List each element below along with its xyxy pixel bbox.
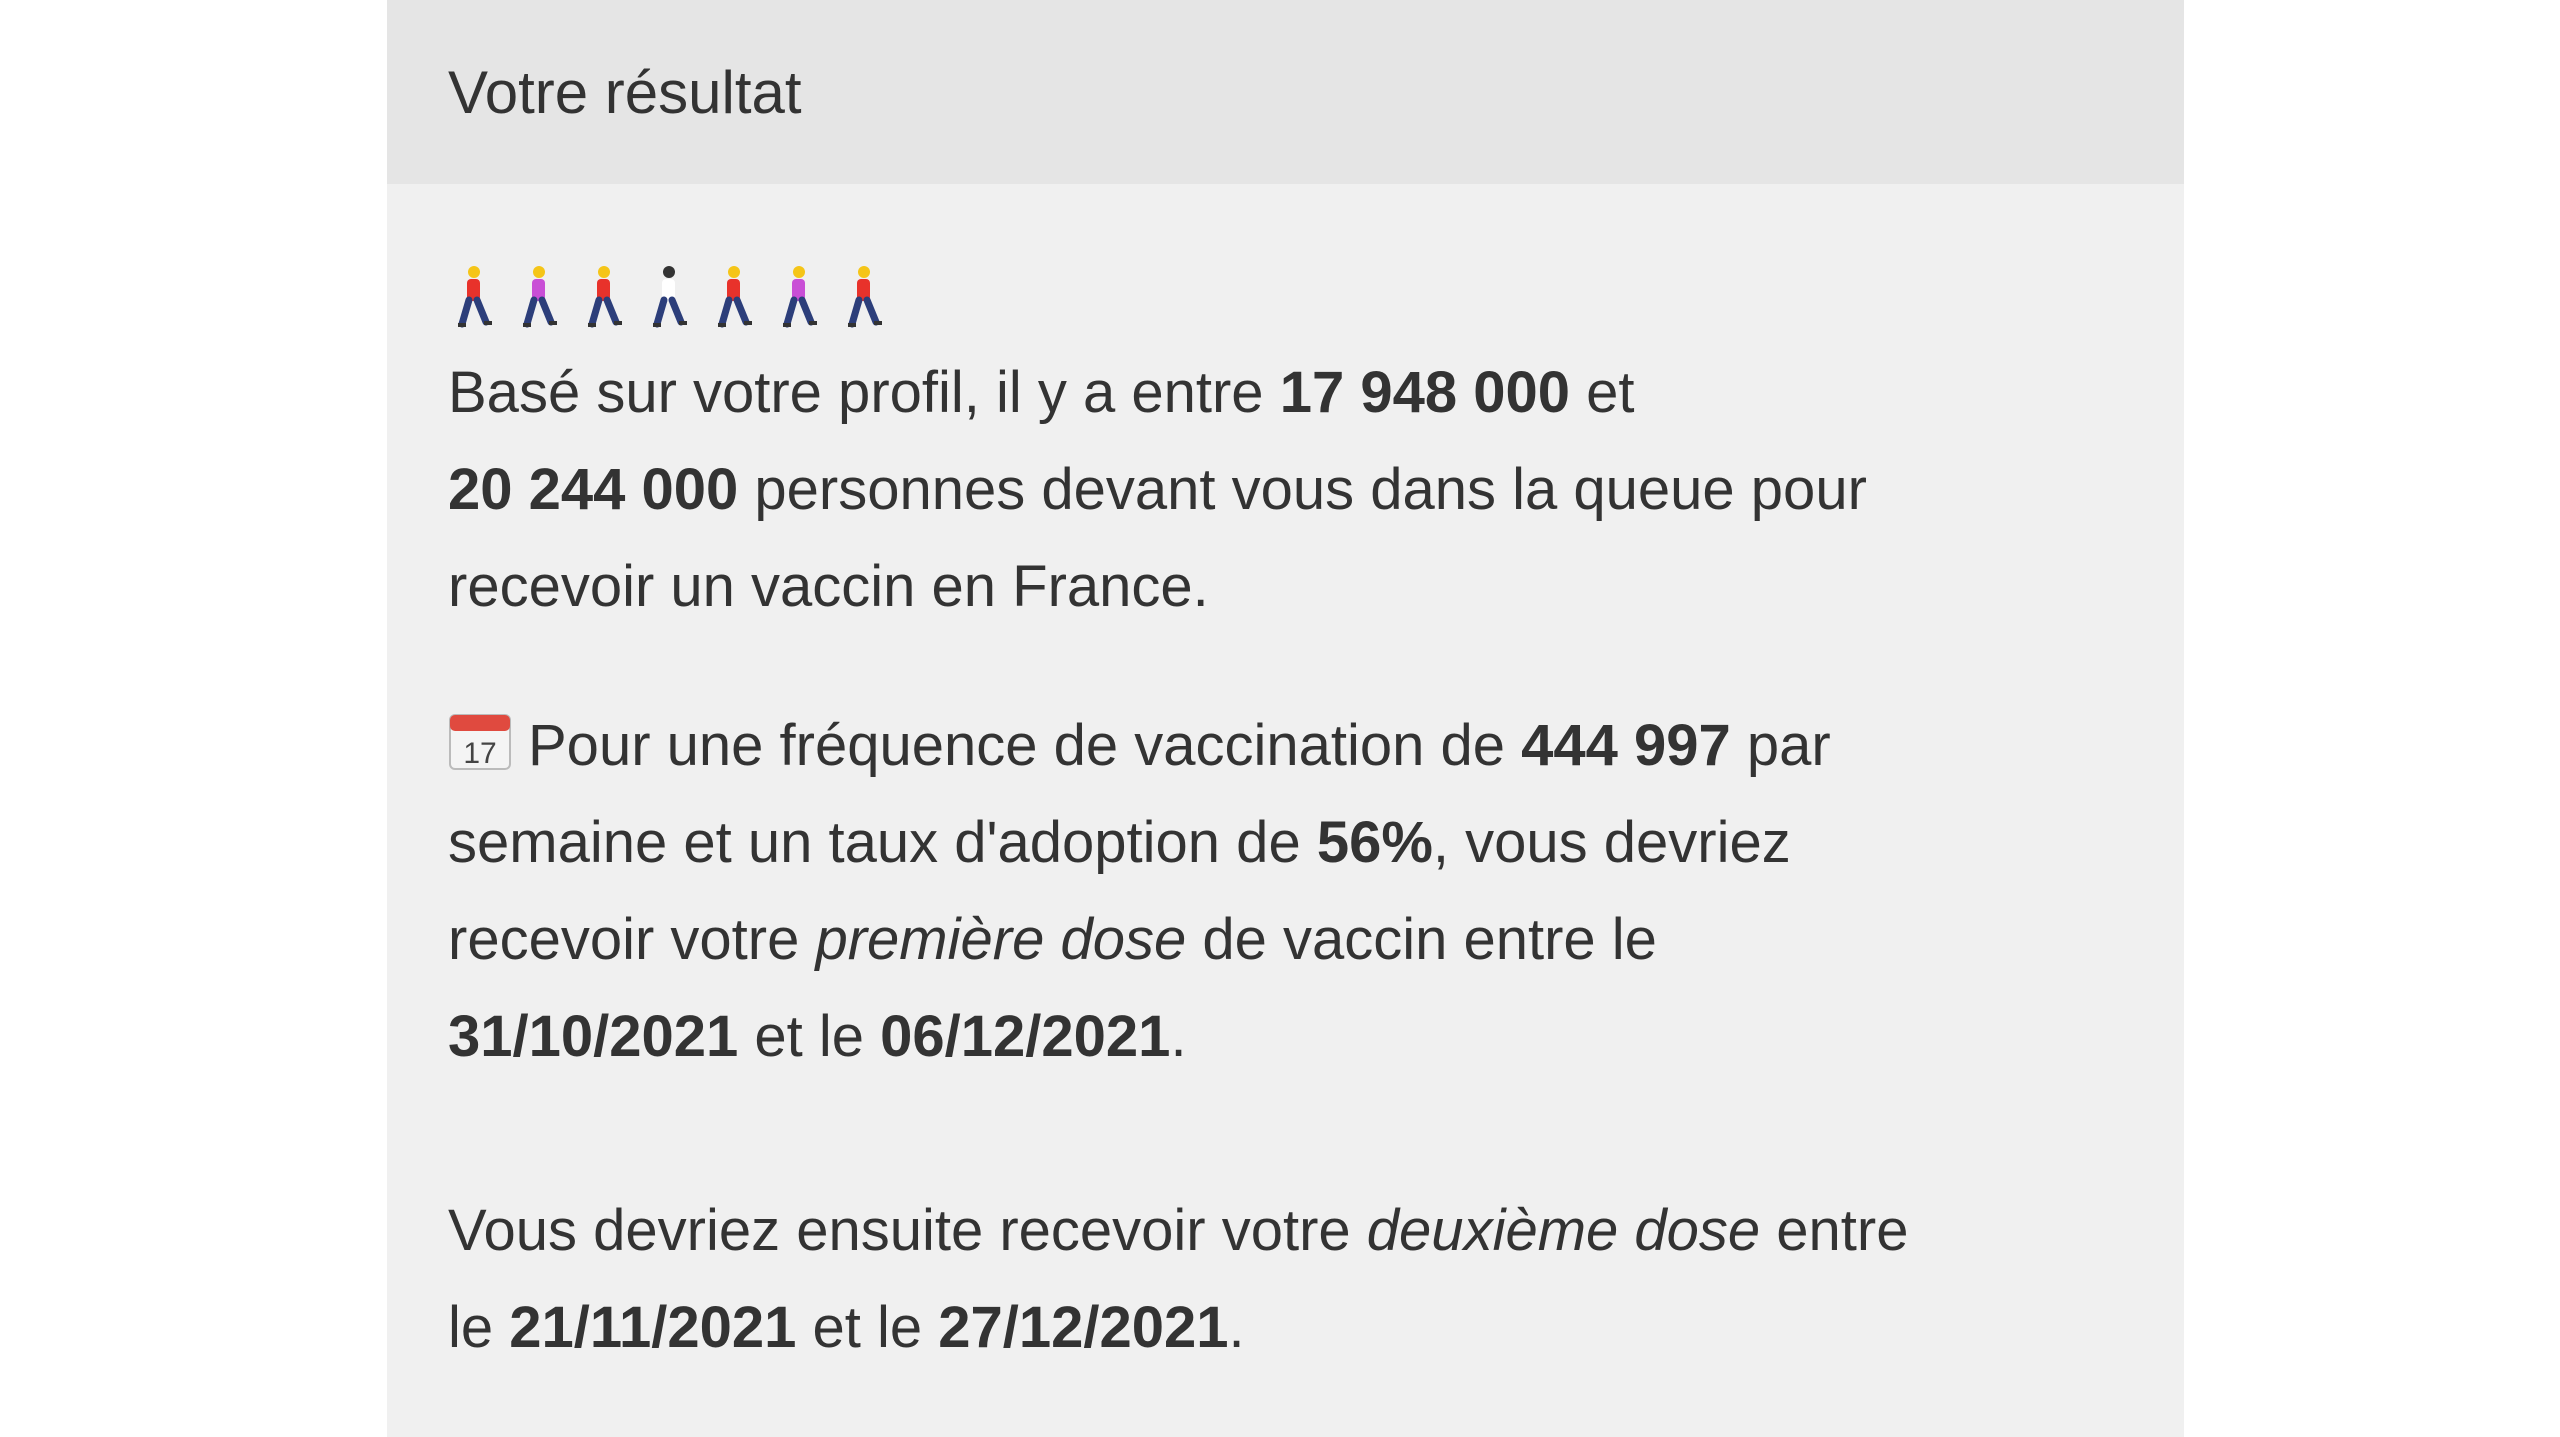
text: de vaccin entre le — [1186, 907, 1657, 972]
second-dose-end: 27/12/2021 — [938, 1295, 1229, 1360]
second-dose-label: deuxième dose — [1366, 1198, 1761, 1263]
result-card: Votre résultat Basé sur votre profil, il… — [387, 0, 2184, 1437]
text: entre — [1760, 1198, 1909, 1263]
text: par — [1730, 713, 1831, 778]
people-queue-icons — [448, 264, 2184, 334]
person-walking-icon — [458, 266, 492, 328]
text: et le — [796, 1295, 939, 1360]
person-walking-icon — [588, 266, 622, 328]
text: et le — [738, 1004, 881, 1069]
woman-walking-icon — [783, 266, 817, 328]
queue-min: 17 948 000 — [1279, 360, 1570, 425]
man-walking-icon — [653, 266, 687, 328]
text: semaine et un taux d'adoption de — [448, 810, 1317, 875]
card-header: Votre résultat — [387, 0, 2184, 184]
queue-max: 20 244 000 — [448, 457, 739, 522]
second-dose-start: 21/11/2021 — [509, 1295, 797, 1360]
svg-text:17: 17 — [463, 737, 496, 770]
text: . — [1170, 1004, 1187, 1069]
text: recevoir votre — [448, 907, 816, 972]
card-title: Votre résultat — [448, 58, 802, 126]
adoption-rate: 56% — [1316, 810, 1433, 875]
text: Vous devriez ensuite recevoir votre — [448, 1198, 1367, 1263]
text: . — [1228, 1295, 1245, 1360]
text: Basé sur votre profil, il y a entre — [448, 360, 1280, 425]
first-dose-label: première dose — [815, 907, 1187, 972]
card-body: Basé sur votre profil, il y a entre 17 9… — [387, 184, 2184, 1376]
vaccination-rate: 444 997 — [1521, 713, 1731, 778]
text: le — [448, 1295, 510, 1360]
text: recevoir un vaccin en France. — [448, 554, 1209, 619]
queue-paragraph: Basé sur votre profil, il y a entre 17 9… — [448, 344, 2184, 635]
calendar-icon: 17 — [449, 714, 511, 770]
text: personnes devant vous dans la queue pour — [738, 457, 1867, 522]
first-dose-start: 31/10/2021 — [448, 1004, 739, 1069]
woman-walking-icon — [523, 266, 557, 328]
text: et — [1569, 360, 1635, 425]
person-walking-icon — [848, 266, 882, 328]
text: , vous devriez — [1432, 810, 1791, 875]
person-walking-icon — [718, 266, 752, 328]
first-dose-end: 06/12/2021 — [880, 1004, 1171, 1069]
schedule-paragraph: 17 Pour une fréquence de vaccination de 4… — [448, 697, 2184, 1376]
text: Pour une fréquence de vaccination de — [528, 713, 1522, 778]
